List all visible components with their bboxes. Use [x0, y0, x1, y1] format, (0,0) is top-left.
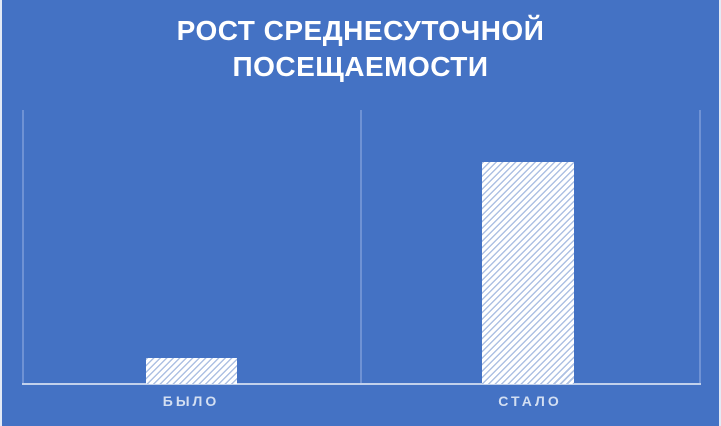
category-labels-row: БЫЛО СТАЛО	[0, 393, 721, 415]
x-axis-line	[22, 383, 701, 385]
gridline-left	[22, 110, 24, 385]
plot-area	[0, 110, 721, 385]
right-edge-highlight	[719, 0, 721, 426]
gridline-middle	[360, 110, 362, 385]
gridline-right	[699, 110, 701, 385]
category-label-before: БЫЛО	[162, 393, 220, 409]
bar-after	[482, 162, 574, 384]
chart-title: РОСТ СРЕДНЕСУТОЧНОЙ ПОСЕЩАЕМОСТИ	[0, 13, 721, 85]
category-label-after: СТАЛО	[498, 393, 562, 409]
bar-before	[146, 358, 237, 384]
left-edge-highlight	[0, 0, 2, 426]
chart-title-text: РОСТ СРЕДНЕСУТОЧНОЙ ПОСЕЩАЕМОСТИ	[176, 15, 545, 82]
